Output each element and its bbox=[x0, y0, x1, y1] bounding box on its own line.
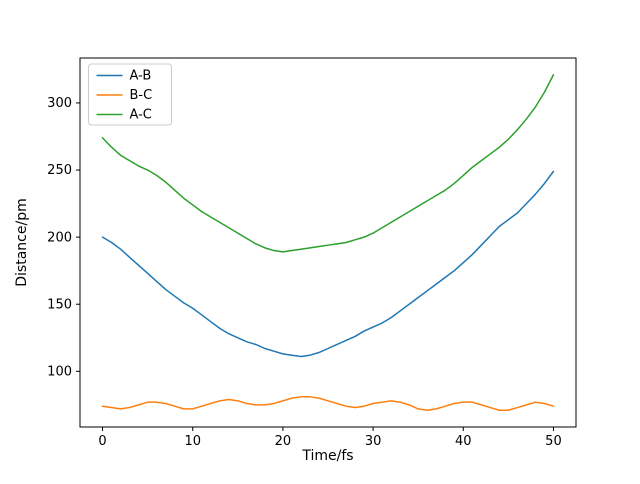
y-tick-label: 200 bbox=[47, 230, 72, 245]
x-tick-label: 20 bbox=[275, 434, 292, 449]
tick-marks-and-labels: 0 10 20 30 40 50 100 150 200 250 300 bbox=[47, 96, 562, 449]
legend-label-B-C: B-C bbox=[130, 88, 153, 103]
legend-label-A-C: A-C bbox=[130, 108, 152, 123]
y-tick-label: 100 bbox=[47, 364, 72, 379]
x-tick-label: 50 bbox=[545, 434, 562, 449]
axes bbox=[79, 57, 577, 428]
x-axis-label: Time/fs bbox=[301, 448, 353, 464]
series-lines bbox=[101, 74, 555, 411]
x-tick-label: 10 bbox=[184, 434, 201, 449]
y-tick-label: 150 bbox=[47, 297, 72, 312]
series-line-A-C bbox=[101, 74, 555, 253]
series-line-B-C bbox=[101, 396, 555, 411]
y-tick-label: 250 bbox=[47, 163, 72, 178]
x-tick-label: 30 bbox=[365, 434, 382, 449]
x-tick-label: 40 bbox=[455, 434, 472, 449]
axes-frame bbox=[79, 57, 577, 428]
series-line-A-B bbox=[101, 170, 555, 358]
legend-label-A-B: A-B bbox=[130, 69, 152, 84]
y-tick-label: 300 bbox=[47, 96, 72, 111]
y-axis-label: Distance/pm bbox=[14, 198, 30, 286]
x-tick-label: 0 bbox=[98, 434, 106, 449]
legend-frame bbox=[88, 63, 172, 126]
legend: A-B B-C A-C bbox=[88, 63, 172, 126]
